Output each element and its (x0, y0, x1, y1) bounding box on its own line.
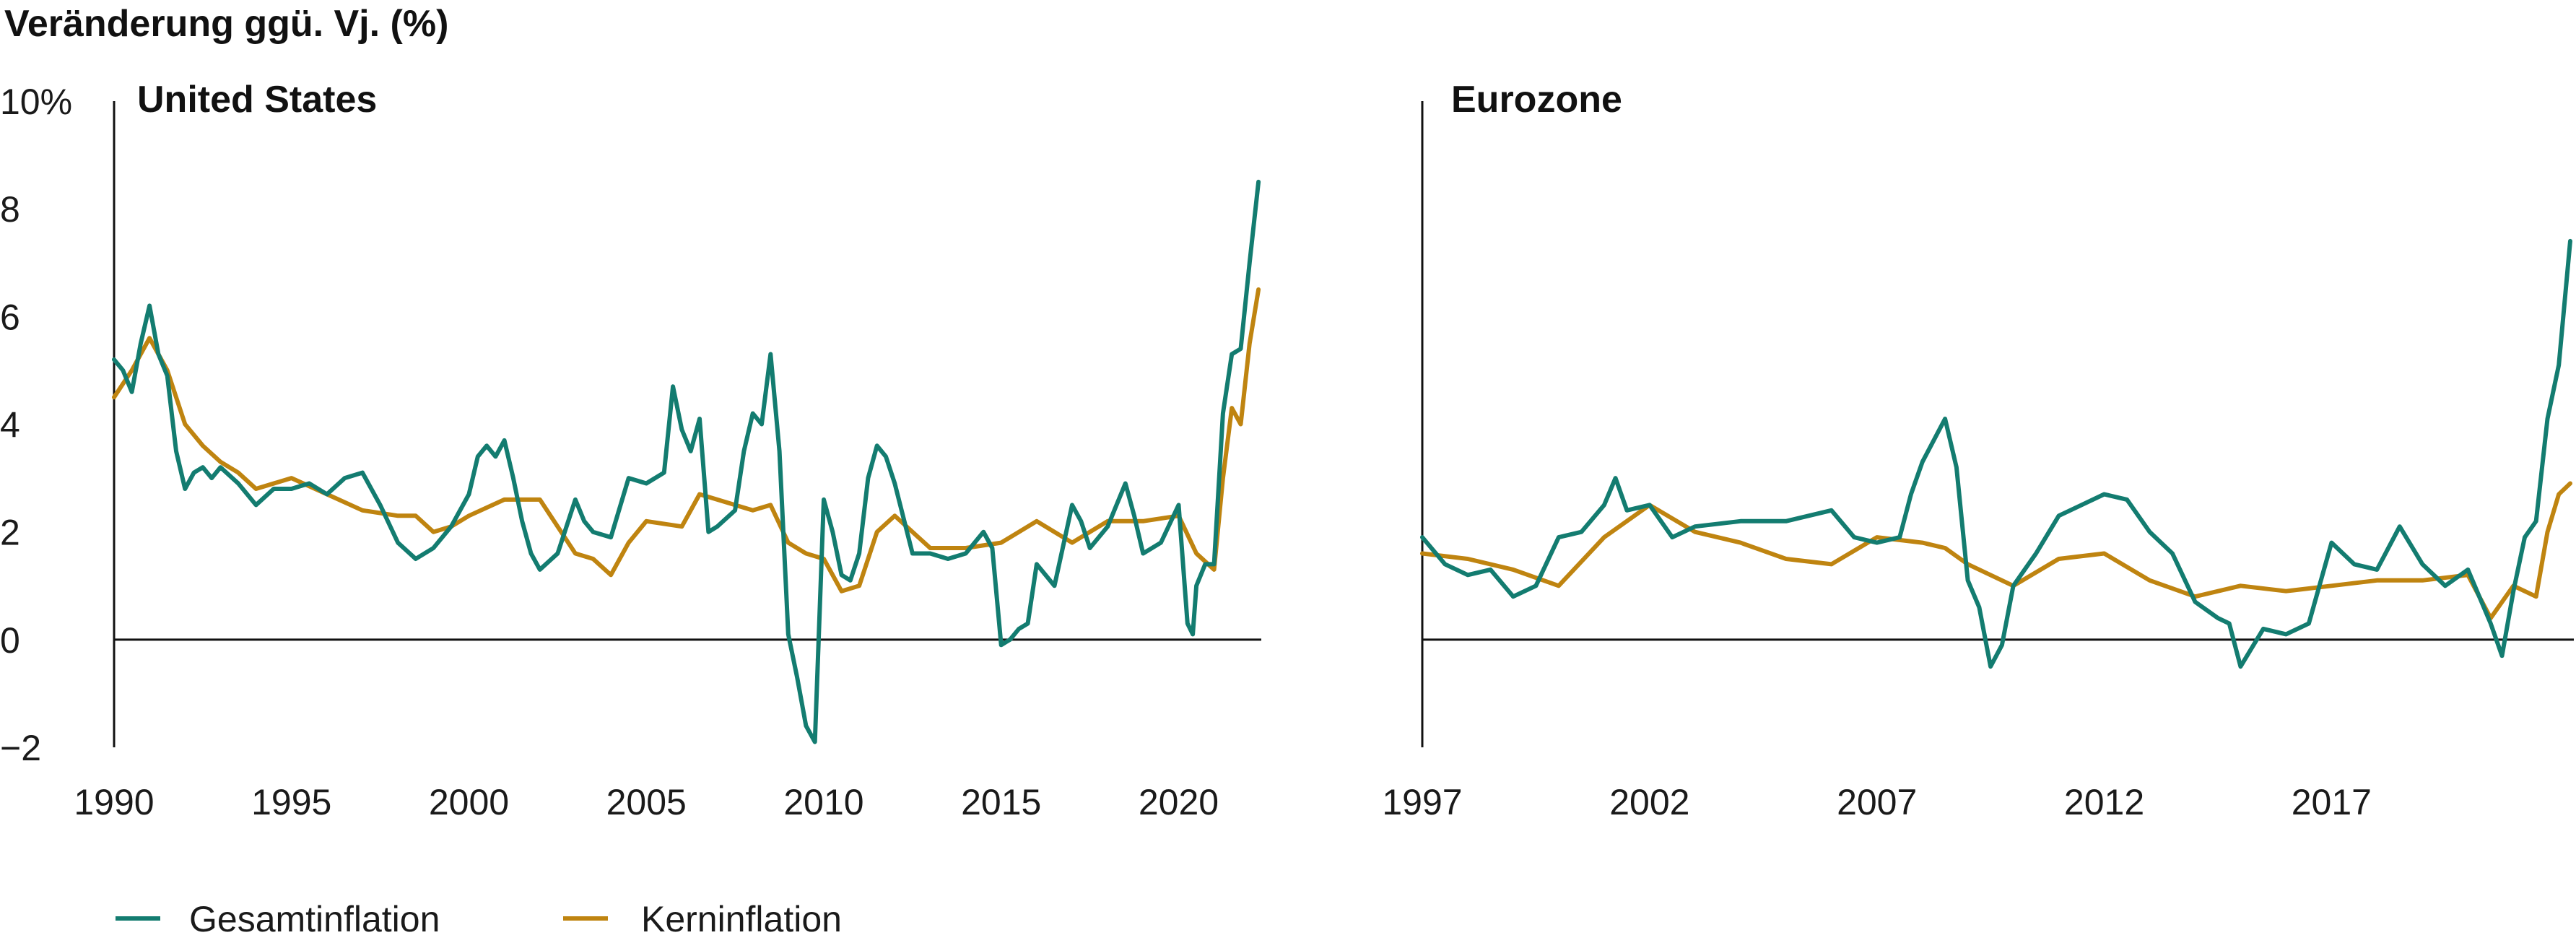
series-line-kerninflation-eurozone (1420, 481, 2572, 620)
series-line-gesamtinflation-united-states (112, 179, 1261, 744)
y-tick-label: −2 (0, 728, 41, 768)
legend-label-gesamtinflation: Gesamtinflation (189, 899, 440, 939)
panel-eurozone: Eurozone 1997 2002 2007 2012 2017 (1382, 79, 2574, 822)
panel-title-eurozone: Eurozone (1451, 79, 1622, 121)
x-tick-label: 1995 (251, 782, 331, 822)
y-axis-title: Veränderung ggü. Vj. (%) (4, 3, 448, 45)
y-tick-label: 2 (0, 513, 20, 553)
x-tick-label: 2012 (2064, 782, 2144, 822)
legend: Gesamtinflation Kerninflation (116, 899, 842, 939)
series-line-kerninflation-united-states (112, 287, 1261, 594)
y-tick-label: 4 (0, 405, 20, 446)
panel-title-united-states: United States (137, 79, 377, 121)
x-tick-label: 2000 (429, 782, 509, 822)
y-tick-label: 6 (0, 297, 20, 337)
y-tick-label: 8 (0, 189, 20, 230)
x-tick-label: 2015 (961, 782, 1041, 822)
x-tick-label: 2002 (1609, 782, 1689, 822)
series-line-gesamtinflation-eurozone (1420, 238, 2572, 669)
x-tick-label: 1997 (1382, 782, 1462, 822)
legend-label-kerninflation: Kerninflation (641, 899, 842, 939)
panel-united-states: United States −2 0 2 4 6 8 10% 1990 1995 2000 2005… (0, 79, 1261, 822)
y-tick-label: 0 (0, 620, 20, 661)
x-tick-label: 2017 (2292, 782, 2372, 822)
x-tick-label: 2007 (1837, 782, 1917, 822)
x-tick-label: 2020 (1139, 782, 1219, 822)
x-tick-label: 2010 (783, 782, 863, 822)
x-tick-label: 2005 (606, 782, 687, 822)
y-tick-label: 10% (0, 82, 72, 122)
x-tick-label: 1990 (74, 782, 154, 822)
